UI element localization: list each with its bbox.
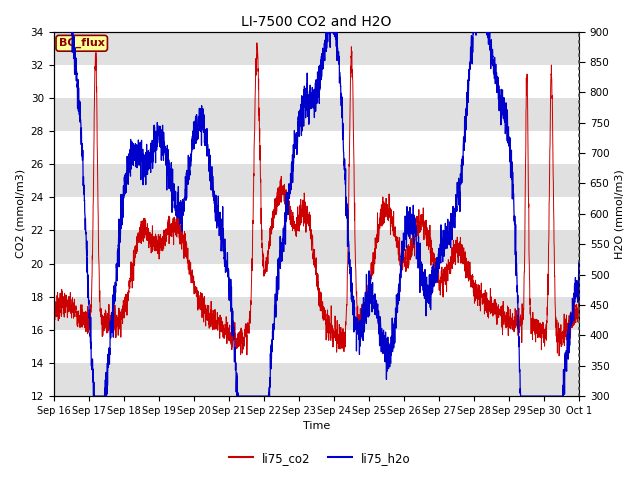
Bar	[54, 164, 579, 197]
Bar	[54, 297, 579, 330]
Bar	[54, 98, 579, 131]
Title: LI-7500 CO2 and H2O: LI-7500 CO2 and H2O	[241, 15, 392, 29]
Y-axis label: H2O (mmol/m3): H2O (mmol/m3)	[615, 169, 625, 259]
Text: BC_flux: BC_flux	[59, 38, 105, 48]
Bar	[54, 230, 579, 264]
Bar	[54, 32, 579, 65]
Y-axis label: CO2 (mmol/m3): CO2 (mmol/m3)	[15, 169, 25, 258]
X-axis label: Time: Time	[303, 421, 330, 432]
Legend: li75_co2, li75_h2o: li75_co2, li75_h2o	[224, 447, 416, 469]
Bar	[54, 363, 579, 396]
